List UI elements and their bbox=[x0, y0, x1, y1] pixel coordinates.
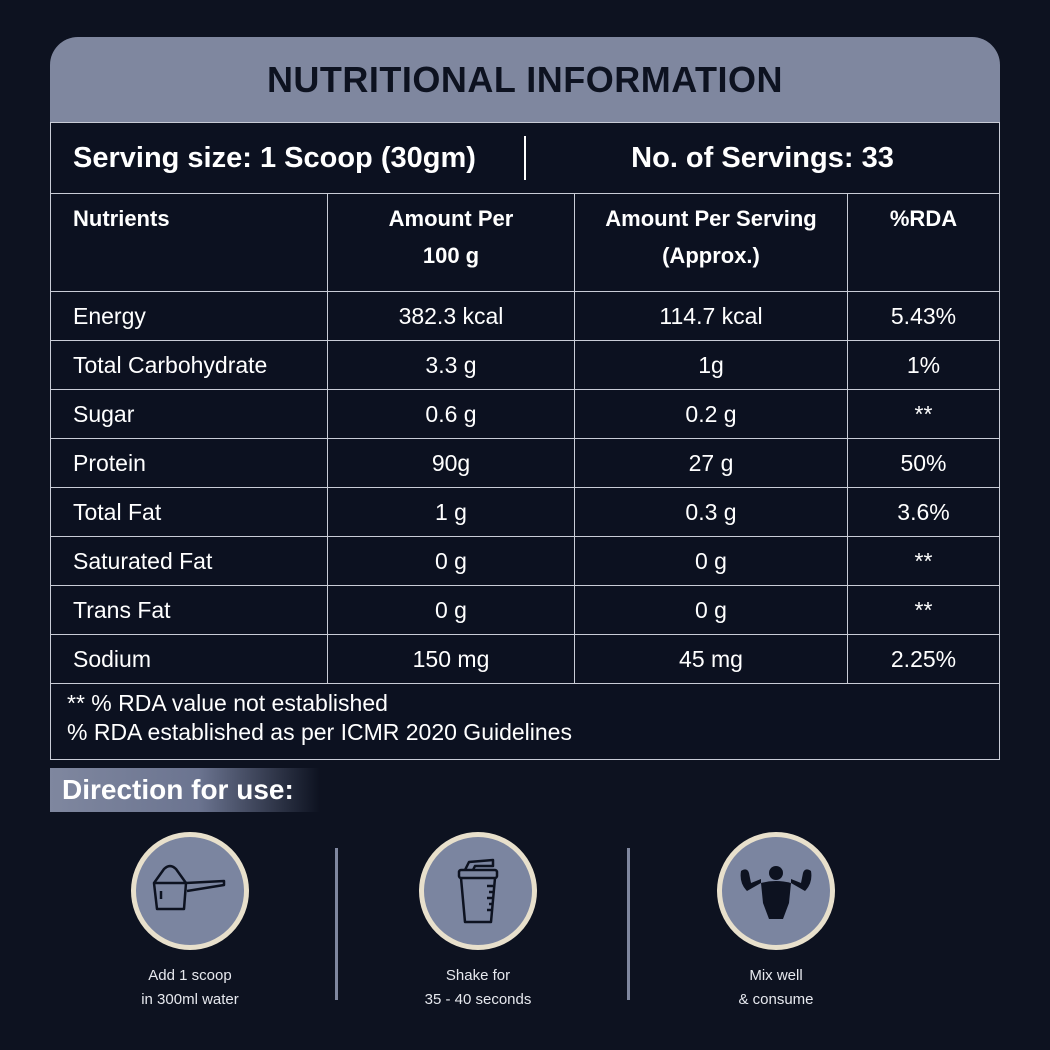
nutrient-name: Protein bbox=[51, 439, 328, 487]
servings-count: No. of Servings: 33 bbox=[631, 141, 894, 174]
rda-percent: 2.25% bbox=[890, 645, 957, 672]
amount-per-100g: 3.3 g bbox=[328, 341, 575, 389]
amount-per-100g: 1 g bbox=[328, 488, 575, 536]
rda-percent: 5.43% bbox=[890, 302, 957, 329]
step-shake: Shake for 35 - 40 seconds bbox=[378, 832, 578, 1012]
muscle-man-icon bbox=[717, 832, 835, 950]
nutrient-name: Energy bbox=[51, 292, 328, 340]
table-row: Sugar 0.6 g 0.2 g ** bbox=[51, 390, 999, 439]
amount-per-100g: 0 g bbox=[328, 537, 575, 585]
rda-percent: 3.6% bbox=[897, 498, 950, 525]
table-row: Sodium 150 mg 45 mg 2.25% bbox=[51, 635, 999, 684]
step-caption: in 300ml water bbox=[141, 991, 239, 1008]
column-header: Amount Per Serving (Approx.) bbox=[575, 194, 848, 291]
nutrient-name: Sodium bbox=[51, 635, 328, 683]
step-consume: Mix well & consume bbox=[676, 832, 876, 1012]
step-caption: & consume bbox=[738, 991, 814, 1008]
amount-per-serving: 0 g bbox=[575, 537, 848, 585]
page-title: NUTRITIONAL INFORMATION bbox=[50, 37, 1000, 122]
direction-heading: Direction for use: bbox=[50, 768, 320, 812]
footnote: % RDA established as per ICMR 2020 Guide… bbox=[67, 719, 572, 745]
nutrient-name: Total Fat bbox=[51, 488, 328, 536]
amount-per-100g: 90g bbox=[328, 439, 575, 487]
step-caption: 35 - 40 seconds bbox=[424, 991, 532, 1008]
shaker-icon bbox=[419, 832, 537, 950]
serving-size: Serving size: 1 Scoop (30gm) bbox=[51, 136, 526, 180]
scoop-icon bbox=[131, 832, 249, 950]
footnote: ** % RDA value not established bbox=[67, 690, 388, 716]
divider bbox=[335, 848, 338, 1000]
column-header: %RDA bbox=[889, 206, 958, 231]
rda-percent: 50% bbox=[900, 449, 947, 476]
rda-percent: 1% bbox=[906, 351, 941, 378]
nutrient-name: Saturated Fat bbox=[51, 537, 328, 585]
serving-row: Serving size: 1 Scoop (30gm) No. of Serv… bbox=[51, 123, 999, 194]
rda-percent: ** bbox=[914, 547, 933, 574]
table-row: Energy 382.3 kcal 114.7 kcal 5.43% bbox=[51, 292, 999, 341]
amount-per-serving: 27 g bbox=[575, 439, 848, 487]
footnotes: ** % RDA value not established % RDA est… bbox=[51, 684, 999, 759]
amount-per-serving: 0 g bbox=[575, 586, 848, 634]
table-row: Total Carbohydrate 3.3 g 1g 1% bbox=[51, 341, 999, 390]
nutrition-table: Serving size: 1 Scoop (30gm) No. of Serv… bbox=[50, 122, 1000, 760]
nutrient-name: Sugar bbox=[51, 390, 328, 438]
amount-per-serving: 114.7 kcal bbox=[575, 292, 848, 340]
rda-percent: ** bbox=[914, 400, 933, 427]
step-add-scoop: Add 1 scoop in 300ml water bbox=[90, 832, 290, 1012]
table-row: Protein 90g 27 g 50% bbox=[51, 439, 999, 488]
amount-per-serving: 45 mg bbox=[575, 635, 848, 683]
step-caption: Shake for bbox=[445, 967, 511, 984]
nutrient-name: Total Carbohydrate bbox=[51, 341, 328, 389]
amount-per-serving: 0.3 g bbox=[575, 488, 848, 536]
amount-per-100g: 150 mg bbox=[328, 635, 575, 683]
table-row: Total Fat 1 g 0.3 g 3.6% bbox=[51, 488, 999, 537]
column-header: Amount Per 100 g bbox=[328, 194, 575, 291]
rda-percent: ** bbox=[914, 596, 933, 623]
step-caption: Add 1 scoop bbox=[148, 967, 232, 984]
table-header: Nutrients Amount Per 100 g Amount Per Se… bbox=[51, 194, 999, 292]
amount-per-100g: 0 g bbox=[328, 586, 575, 634]
nutrition-panel: NUTRITIONAL INFORMATION Serving size: 1 … bbox=[50, 37, 1000, 760]
step-caption: Mix well bbox=[749, 967, 803, 984]
amount-per-100g: 382.3 kcal bbox=[328, 292, 575, 340]
amount-per-serving: 0.2 g bbox=[575, 390, 848, 438]
amount-per-serving: 1g bbox=[575, 341, 848, 389]
divider bbox=[627, 848, 630, 1000]
nutrient-name: Trans Fat bbox=[51, 586, 328, 634]
amount-per-100g: 0.6 g bbox=[328, 390, 575, 438]
column-header: Nutrients bbox=[51, 194, 328, 291]
